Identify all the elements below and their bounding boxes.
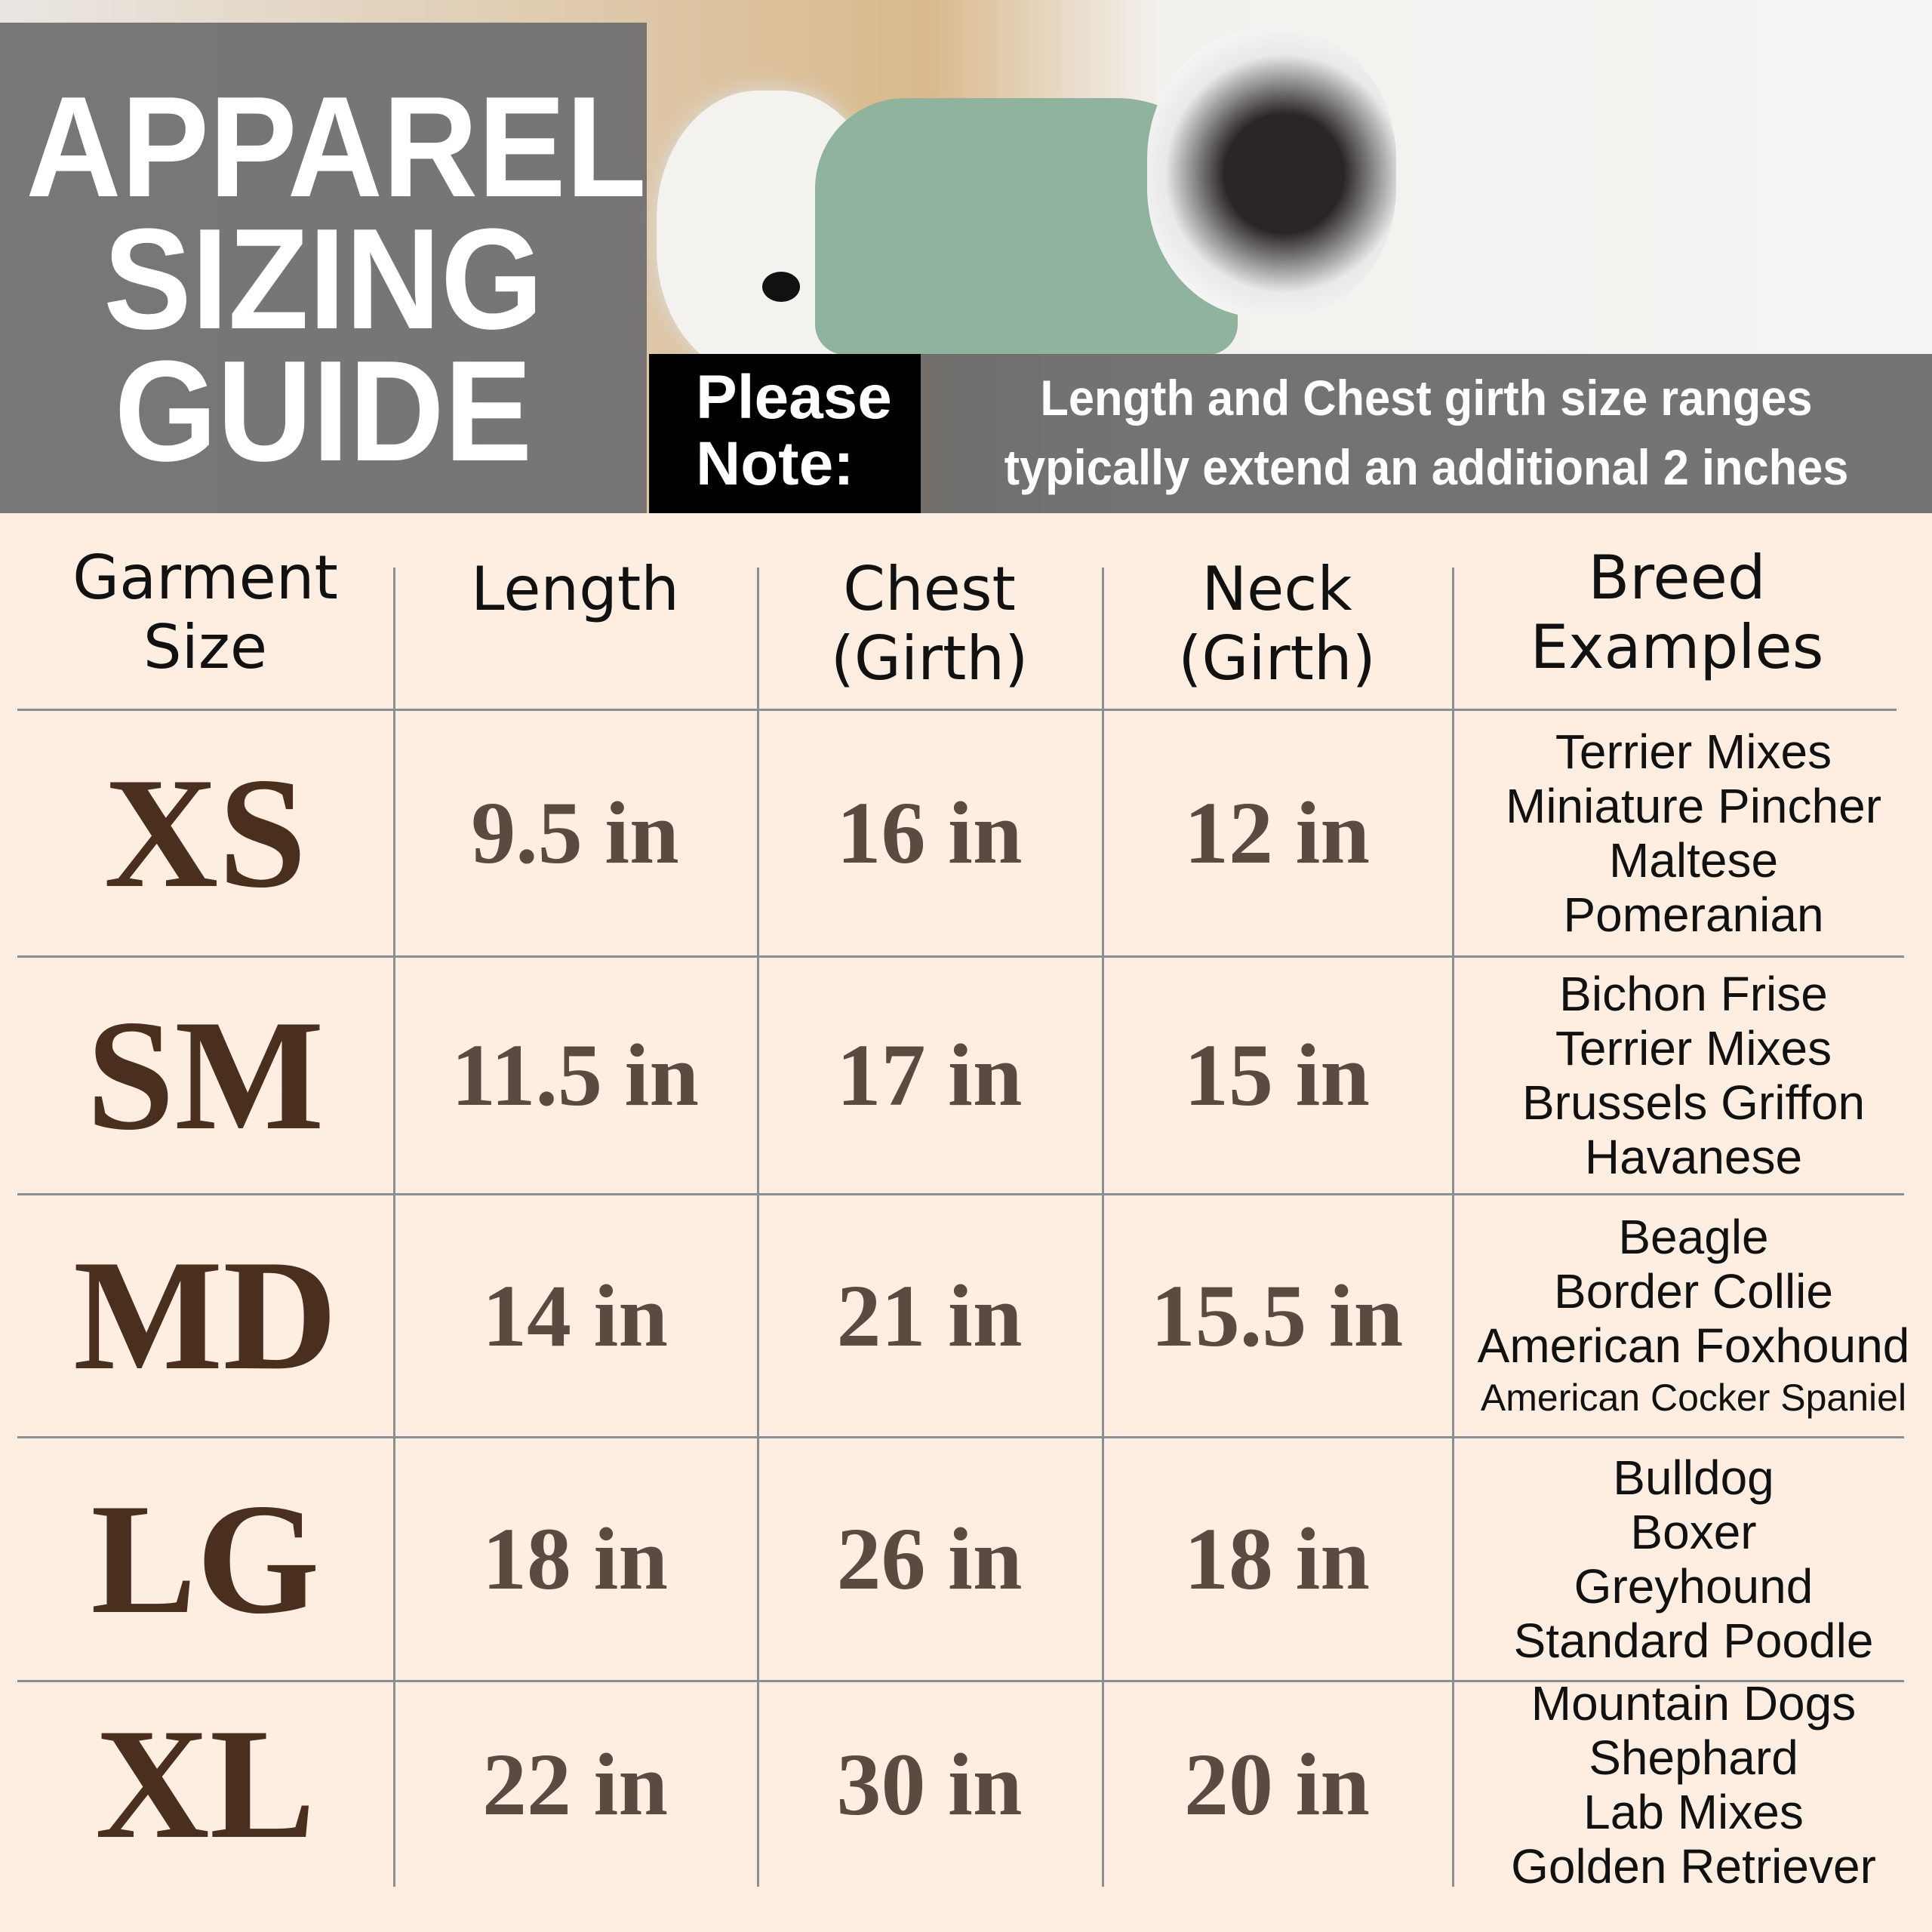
column-divider: [393, 568, 395, 1887]
neck-value: 18 in: [1184, 1509, 1370, 1608]
length-value: 22 in: [482, 1734, 668, 1834]
column-header: Neck (Girth): [1102, 555, 1452, 694]
size-label: SM: [86, 987, 325, 1163]
neck-value: 15.5 in: [1150, 1266, 1404, 1365]
dog-nose-image: [762, 272, 800, 302]
column-header-line: (Girth): [1178, 623, 1376, 694]
breed-name: Shephard: [1589, 1730, 1798, 1785]
breed-examples: Beagle Border Collie American Foxhound Amer…: [1455, 1195, 1932, 1436]
breed-examples: Bulldog Boxer Greyhound Standard Poodle: [1455, 1438, 1932, 1680]
column-header-line: Length: [471, 554, 679, 624]
breed-name: Terrier Mixes: [1555, 1021, 1832, 1075]
size-label: MD: [73, 1228, 337, 1403]
breed-name: American Foxhound: [1477, 1318, 1910, 1373]
length-value: 11.5 in: [451, 1026, 699, 1124]
column-header-line: (Girth): [830, 623, 1029, 694]
breed-examples: Bichon Frise Terrier Mixes Brussels Griffo…: [1455, 958, 1932, 1193]
size-label: XL: [95, 1697, 315, 1872]
column-header-line: Examples: [1530, 612, 1824, 682]
column-divider: [1102, 568, 1104, 1887]
breed-name: Bichon Frise: [1559, 967, 1828, 1021]
breed-name: Greyhound: [1574, 1559, 1814, 1614]
breed-name: American Cocker Spaniel: [1480, 1376, 1907, 1419]
note-label-line: Note:: [696, 429, 854, 498]
column-header: Garment Size: [17, 543, 393, 682]
row-divider: [17, 1193, 1904, 1195]
breed-examples: Mountain Dogs Shephard Lab Mixes Golden Ret…: [1455, 1676, 1932, 1894]
breed-name: Beagle: [1618, 1209, 1769, 1264]
column-header-line: Garment: [72, 543, 338, 613]
size-label: LG: [91, 1471, 320, 1647]
note-label: Please Note:: [649, 354, 921, 513]
breed-name: Brussels Griffon: [1521, 1075, 1866, 1130]
length-value: 9.5 in: [471, 783, 679, 882]
row-divider: [17, 1436, 1904, 1438]
column-divider: [1452, 568, 1454, 1887]
note-label-line: Please: [696, 363, 892, 432]
column-header-line: Chest: [843, 554, 1016, 624]
note-text-line: typically extend an additional 2 inches: [1004, 439, 1849, 495]
hero-photo: APPAREL SIZING GUIDE Please Note: Length…: [0, 0, 1932, 513]
column-header: Chest (Girth): [757, 555, 1102, 694]
title-line: SIZING: [103, 199, 543, 359]
breed-name: Maltese: [1608, 833, 1779, 888]
neck-value: 15 in: [1184, 1026, 1370, 1124]
neck-value: 12 in: [1184, 783, 1370, 882]
breed-name: Bulldog: [1613, 1451, 1774, 1505]
size-label: XS: [103, 745, 307, 921]
row-divider: [17, 955, 1904, 958]
schnauzer-dog-image: [1147, 30, 1396, 317]
column-header: Length: [393, 555, 757, 624]
chest-value: 21 in: [836, 1266, 1023, 1365]
neck-value: 20 in: [1184, 1734, 1370, 1834]
breed-name: Border Collie: [1554, 1263, 1833, 1318]
breed-name: Pomeranian: [1563, 888, 1824, 942]
title-line: APPAREL: [26, 67, 647, 227]
breed-name: Miniature Pincher: [1506, 779, 1881, 833]
column-header-line: Neck: [1201, 554, 1352, 624]
column-header-line: Size: [143, 612, 268, 682]
column-header-line: Breed: [1588, 543, 1766, 613]
chest-value: 16 in: [836, 783, 1023, 882]
column-header: Breed Examples: [1452, 543, 1902, 682]
title-panel: APPAREL SIZING GUIDE: [0, 23, 647, 513]
note-text: Length and Chest girth size ranges typic…: [921, 354, 1932, 513]
breed-examples: Terrier Mixes Miniature Pincher Maltese Pom…: [1455, 711, 1932, 955]
breed-name: Standard Poodle: [1513, 1614, 1874, 1668]
breed-name: Terrier Mixes: [1555, 724, 1832, 779]
chest-value: 17 in: [836, 1026, 1023, 1124]
note-text-line: Length and Chest girth size ranges: [1040, 370, 1813, 426]
breed-name: Golden Retriever: [1511, 1838, 1876, 1894]
chest-value: 26 in: [836, 1509, 1023, 1608]
length-value: 18 in: [482, 1509, 668, 1608]
column-divider: [757, 568, 759, 1887]
breed-name: Lab Mixes: [1583, 1784, 1804, 1839]
chest-value: 30 in: [836, 1734, 1023, 1834]
breed-name: Mountain Dogs: [1531, 1675, 1857, 1730]
row-divider: [17, 1680, 1904, 1682]
header-divider: [17, 709, 1897, 711]
title-line: GUIDE: [114, 331, 533, 491]
breed-name: Havanese: [1584, 1130, 1803, 1184]
length-value: 14 in: [482, 1266, 668, 1365]
breed-name: Boxer: [1630, 1505, 1757, 1559]
